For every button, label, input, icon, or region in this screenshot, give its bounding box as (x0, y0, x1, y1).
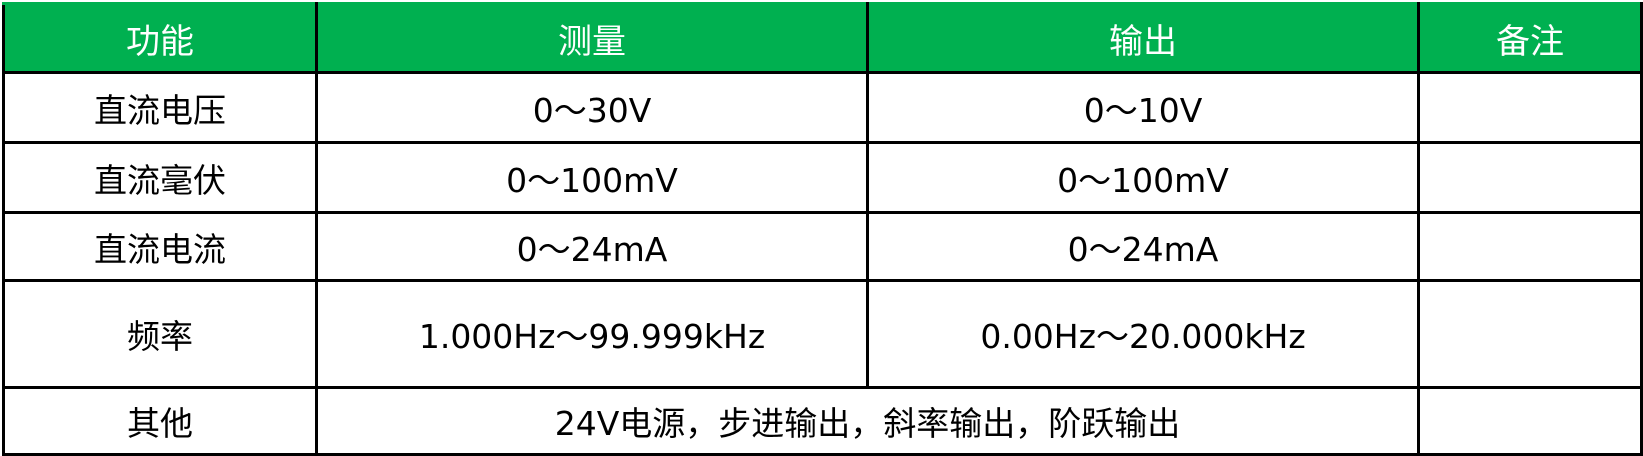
table-row-other: 其他 24V电源，步进输出，斜率输出，阶跃输出 (2, 386, 1643, 456)
cell-output: 0～10V (866, 71, 1420, 144)
header-measure: 测量 (315, 2, 869, 74)
cell-remark (1417, 211, 1643, 282)
table-row: 直流电压 0～30V 0～10V (2, 71, 1643, 144)
cell-measure: 0～24mA (315, 211, 869, 282)
header-output: 输出 (866, 2, 1420, 74)
cell-remark (1417, 386, 1643, 456)
table-row: 直流毫伏 0～100mV 0～100mV (2, 141, 1643, 214)
cell-output: 0～100mV (866, 141, 1420, 214)
cell-function: 直流电压 (2, 71, 318, 144)
cell-function: 直流毫伏 (2, 141, 318, 214)
table-row: 频率 1.000Hz～99.999kHz 0.00Hz～20.000kHz (2, 279, 1643, 389)
cell-remark (1417, 141, 1643, 214)
cell-remark (1417, 71, 1643, 144)
cell-output: 0～24mA (866, 211, 1420, 282)
cell-output: 0.00Hz～20.000kHz (866, 279, 1420, 389)
cell-measure: 0～30V (315, 71, 869, 144)
cell-remark (1417, 279, 1643, 389)
cell-other-content: 24V电源，步进输出，斜率输出，阶跃输出 (315, 386, 1420, 456)
cell-function: 直流电流 (2, 211, 318, 282)
header-function: 功能 (2, 2, 318, 74)
header-remark: 备注 (1417, 2, 1643, 74)
cell-measure: 1.000Hz～99.999kHz (315, 279, 869, 389)
header-row: 功能 测量 输出 备注 (2, 2, 1643, 74)
cell-measure: 0～100mV (315, 141, 869, 214)
cell-function: 其他 (2, 386, 318, 456)
cell-function: 频率 (2, 279, 318, 389)
table-row: 直流电流 0～24mA 0～24mA (2, 211, 1643, 282)
